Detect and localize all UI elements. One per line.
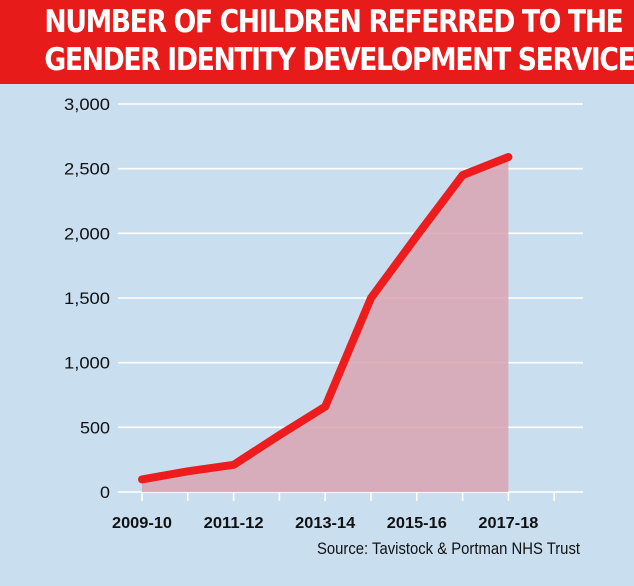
x-tick-label: 2013-14 xyxy=(295,515,355,532)
x-tick-label: 2015-16 xyxy=(387,515,447,532)
line-layer xyxy=(138,153,513,484)
line-area-chart: 0 500 1,000 1,500 2,000 2,500 3,000 2009-10 2011… xyxy=(64,95,583,532)
source-note: Source: Tavistock & Portman NHS Trust xyxy=(317,540,580,558)
y-tick-label: 500 xyxy=(80,418,110,437)
chart-title-line-2: GENDER IDENTITY DEVELOPMENT SERVICE xyxy=(44,42,634,78)
x-tick-label: 2017-18 xyxy=(478,515,538,532)
y-tick-label: 1,500 xyxy=(64,289,110,308)
y-tick-label: 2,000 xyxy=(64,224,110,243)
axis-layer: 0 500 1,000 1,500 2,000 2,500 3,000 2009-10 2011… xyxy=(64,95,556,532)
x-tick-label: 2011-12 xyxy=(204,515,264,532)
y-tick-label: 0 xyxy=(100,483,110,502)
chart-title-line-1: NUMBER OF CHILDREN REFERRED TO THE xyxy=(44,4,624,40)
x-tick-label: 2009-10 xyxy=(112,515,172,532)
area-layer xyxy=(142,157,509,492)
y-tick-label: 1,000 xyxy=(64,354,110,373)
series-area xyxy=(142,157,509,492)
y-tick-label: 3,000 xyxy=(64,95,110,114)
title-banner: NUMBER OF CHILDREN REFERRED TO THE GENDE… xyxy=(0,0,634,84)
y-tick-label: 2,500 xyxy=(64,160,110,179)
